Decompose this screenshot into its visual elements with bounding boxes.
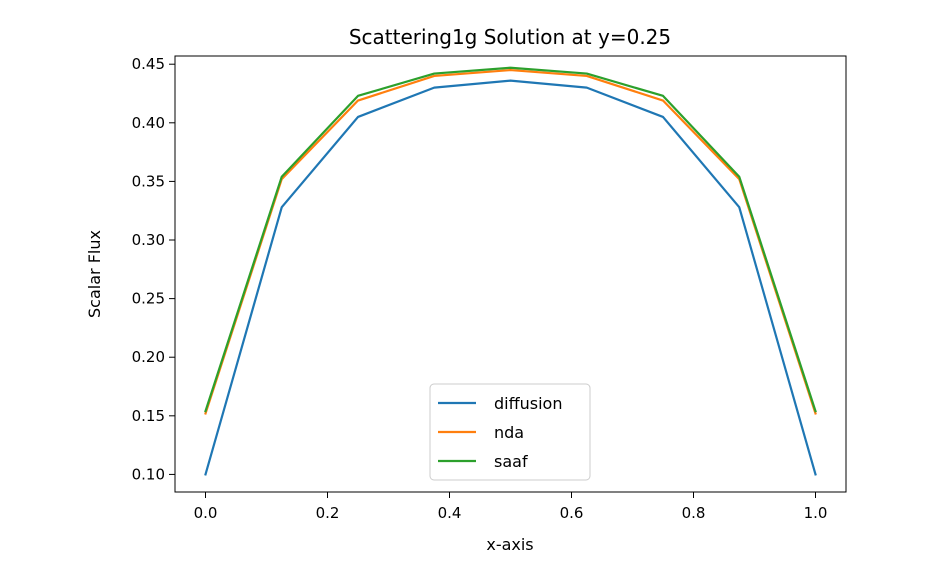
y-tick-label: 0.30 [132,231,165,249]
axes-frame [174,55,847,493]
plot-area [204,66,817,476]
legend: diffusion nda saaf [429,383,591,481]
x-axis-ticks: 0.0 0.2 0.4 0.6 0.8 1.0 [194,492,828,522]
y-tick-label: 0.10 [132,465,165,483]
chart-title: Scattering1g Solution at y=0.25 [349,25,671,49]
y-tick-label: 0.25 [132,290,165,308]
legend-label-nda: nda [494,423,524,442]
x-axis-label: x-axis [486,535,533,554]
x-tick-label: 0.6 [560,504,584,522]
legend-label-diffusion: diffusion [494,394,562,413]
y-tick-label: 0.45 [132,55,165,73]
y-tick-label: 0.15 [132,407,165,425]
series-line-diffusion [204,79,817,476]
x-tick-label: 0.8 [682,504,706,522]
y-tick-label: 0.35 [132,172,165,190]
legend-box [429,383,591,481]
y-axis-ticks: 0.10 0.15 0.20 0.25 0.30 0.35 0.40 0.45 [132,55,175,483]
y-axis-label: Scalar Flux [85,230,104,318]
series-line-nda [204,68,817,415]
x-tick-label: 0.2 [316,504,340,522]
y-tick-label: 0.20 [132,348,165,366]
y-tick-label: 0.40 [132,114,165,132]
x-tick-label: 0.4 [438,504,462,522]
x-tick-label: 0.0 [194,504,218,522]
x-tick-label: 1.0 [804,504,828,522]
legend-label-saaf: saaf [494,452,528,471]
series-line-saaf [204,66,817,413]
